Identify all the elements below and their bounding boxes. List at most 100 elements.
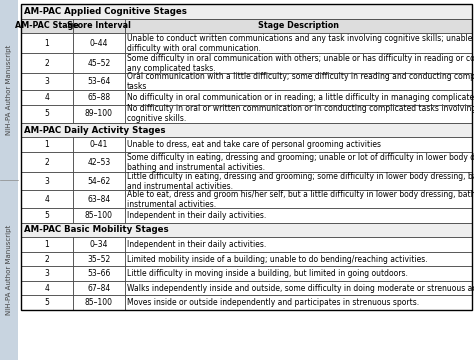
Text: 54–62: 54–62 (87, 177, 110, 186)
Bar (125, 266, 472, 281)
Bar (21, 105, 73, 123)
Text: Walks independently inside and outside, some difficulty in doing moderate or str: Walks independently inside and outside, … (127, 284, 474, 293)
Text: Unable to conduct written communications and any task involving cognitive skills: Unable to conduct written communications… (127, 34, 474, 53)
Text: AM-PAC Applied Cognitive Stages: AM-PAC Applied Cognitive Stages (24, 7, 187, 16)
Text: 53–64: 53–64 (87, 77, 110, 86)
Bar (21, 138, 73, 152)
Text: 5: 5 (45, 211, 49, 220)
Bar (21, 172, 73, 190)
Bar (73, 19, 125, 33)
Bar (21, 4, 472, 19)
Bar (125, 90, 472, 105)
Text: 1: 1 (45, 39, 49, 48)
Bar (73, 296, 125, 310)
Bar (21, 266, 73, 281)
Bar (125, 73, 472, 90)
Bar (125, 138, 472, 152)
Text: 5: 5 (45, 298, 49, 307)
Bar (21, 237, 73, 252)
Text: NIH-PA Author Manuscript: NIH-PA Author Manuscript (6, 225, 12, 315)
Text: AM-PAC Daily Activity Stages: AM-PAC Daily Activity Stages (24, 126, 165, 135)
Text: Moves inside or outside independently and participates in strenuous sports.: Moves inside or outside independently an… (127, 298, 419, 307)
Text: 45–52: 45–52 (87, 59, 110, 68)
Bar (73, 208, 125, 222)
Text: AM-PAC Basic Mobility Stages: AM-PAC Basic Mobility Stages (24, 225, 169, 234)
Bar (73, 138, 125, 152)
Text: 5: 5 (45, 109, 49, 118)
Bar (21, 73, 73, 90)
Bar (125, 19, 472, 33)
Text: AM-PAC Stage: AM-PAC Stage (15, 21, 79, 30)
Bar (21, 281, 73, 296)
Text: Some difficulty in eating, dressing and grooming; unable or lot of difficulty in: Some difficulty in eating, dressing and … (127, 153, 474, 172)
Text: 2: 2 (45, 255, 49, 264)
Bar (73, 33, 125, 53)
Text: Score Interval: Score Interval (67, 21, 131, 30)
Text: 65–88: 65–88 (87, 93, 110, 102)
Bar (21, 4, 472, 310)
Text: Oral communication with a little difficulty; some difficulty in reading and cond: Oral communication with a little difficu… (127, 72, 474, 91)
Text: Independent in their daily activities.: Independent in their daily activities. (127, 211, 266, 220)
Bar (21, 33, 73, 53)
Text: 42–53: 42–53 (87, 158, 110, 167)
Text: NIH-PA Author Manuscript: NIH-PA Author Manuscript (6, 45, 12, 135)
Bar (21, 123, 472, 138)
Bar (125, 281, 472, 296)
Bar (73, 281, 125, 296)
Text: 67–84: 67–84 (87, 284, 110, 293)
Text: 1: 1 (45, 140, 49, 149)
Bar (125, 33, 472, 53)
Bar (125, 105, 472, 123)
Bar (125, 53, 472, 73)
Bar (21, 190, 73, 208)
Text: Limited mobility inside of a building; unable to do bending/reaching activities.: Limited mobility inside of a building; u… (127, 255, 428, 264)
Bar (21, 222, 472, 237)
Bar (21, 252, 73, 266)
Bar (125, 252, 472, 266)
Text: 0–44: 0–44 (90, 39, 108, 48)
Bar (125, 190, 472, 208)
Text: 63–84: 63–84 (87, 194, 110, 203)
Text: 1: 1 (45, 240, 49, 249)
Bar (73, 190, 125, 208)
Text: 2: 2 (45, 59, 49, 68)
Text: 0–41: 0–41 (90, 140, 108, 149)
Bar (125, 208, 472, 222)
Text: No difficulty in oral or written communication or in conducting complicated task: No difficulty in oral or written communi… (127, 104, 474, 123)
Text: 3: 3 (45, 177, 49, 186)
Bar (125, 152, 472, 172)
Text: Stage Description: Stage Description (258, 21, 339, 30)
Bar (21, 53, 73, 73)
Text: Some difficulty in oral communication with others; unable or has difficulty in r: Some difficulty in oral communication wi… (127, 54, 474, 73)
Text: 0–34: 0–34 (90, 240, 108, 249)
Bar (21, 90, 73, 105)
Text: 4: 4 (45, 194, 49, 203)
Text: 4: 4 (45, 93, 49, 102)
Bar (73, 53, 125, 73)
Text: 89–100: 89–100 (85, 109, 113, 118)
Bar (73, 237, 125, 252)
Bar (125, 172, 472, 190)
Bar (73, 90, 125, 105)
Bar (21, 152, 73, 172)
Text: 2: 2 (45, 158, 49, 167)
Text: 53–66: 53–66 (87, 269, 110, 278)
Bar (73, 152, 125, 172)
Text: Able to eat, dress and groom his/her self, but a little difficulty in lower body: Able to eat, dress and groom his/her sel… (127, 189, 474, 208)
Text: 3: 3 (45, 269, 49, 278)
Text: Independent in their daily activities.: Independent in their daily activities. (127, 240, 266, 249)
Text: Unable to dress, eat and take care of personal grooming activities: Unable to dress, eat and take care of pe… (127, 140, 381, 149)
Bar (73, 172, 125, 190)
Bar (125, 237, 472, 252)
Text: 35–52: 35–52 (87, 255, 110, 264)
Bar (21, 296, 73, 310)
Bar (73, 266, 125, 281)
Text: 85–100: 85–100 (85, 211, 113, 220)
Bar (73, 73, 125, 90)
Bar (125, 296, 472, 310)
Bar (73, 252, 125, 266)
Bar (0, 0, 18, 360)
Text: No difficulty in oral communication or in reading; a little difficulty in managi: No difficulty in oral communication or i… (127, 93, 474, 102)
Text: Little difficulty in eating, dressing and grooming; some difficulty in lower bod: Little difficulty in eating, dressing an… (127, 172, 474, 191)
Bar (21, 208, 73, 222)
